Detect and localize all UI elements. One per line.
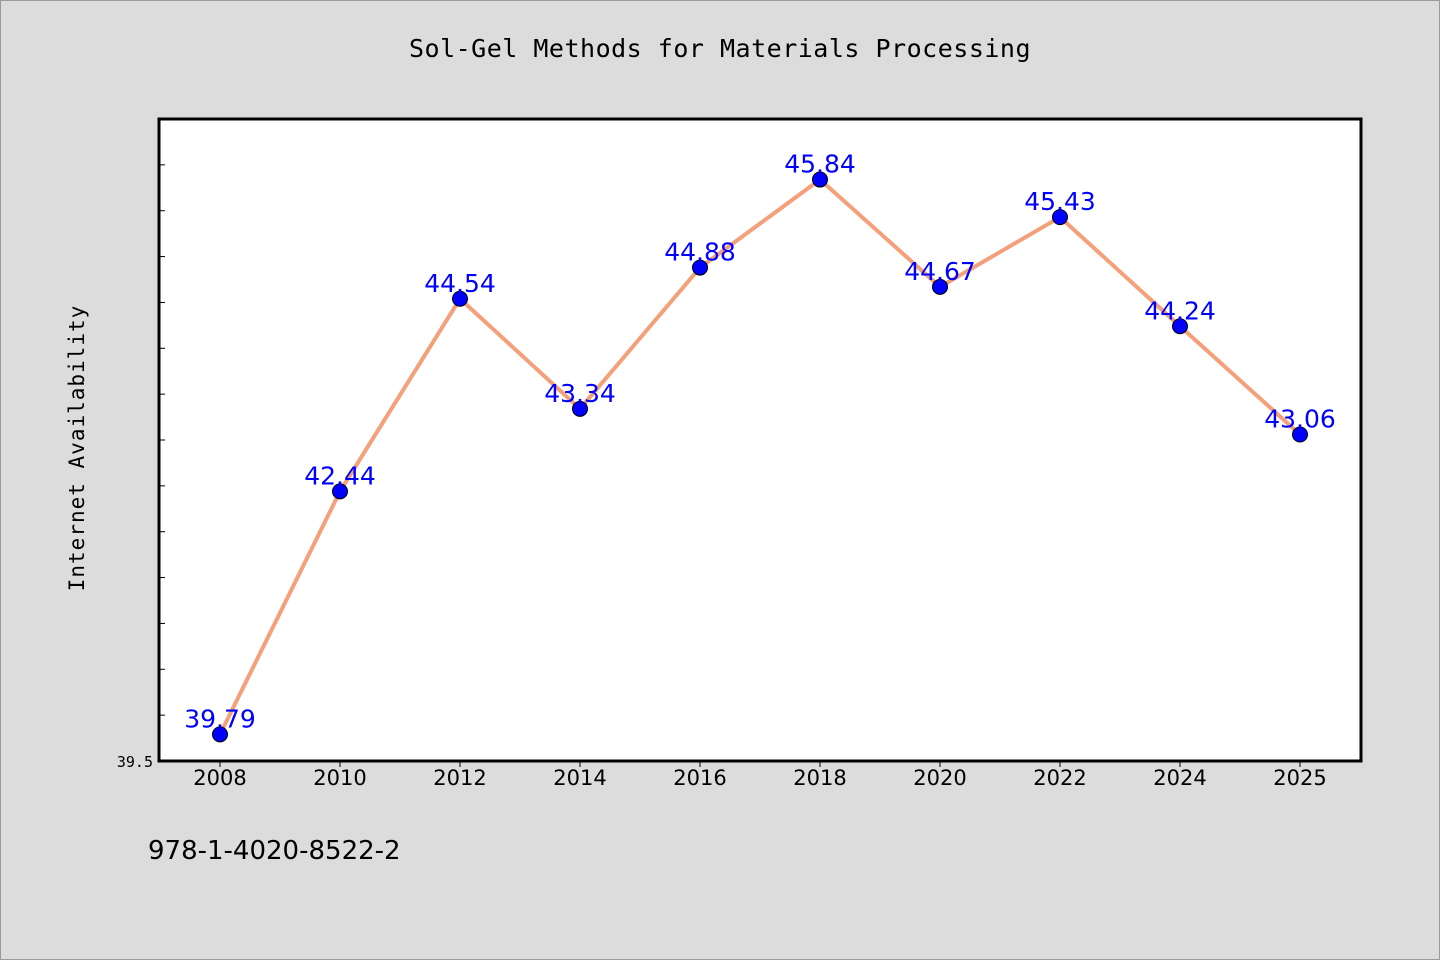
data-label: 44.24 bbox=[1144, 296, 1216, 325]
plot-area bbox=[157, 117, 1363, 763]
x-axis-ticks: 2008 2010 2012 2014 2016 2018 2020 2022 2024 2025 bbox=[193, 761, 1327, 790]
data-point bbox=[212, 726, 228, 743]
y-tick-label: 39.5 bbox=[117, 753, 153, 771]
y-axis-ticks: 39.5 bbox=[117, 118, 165, 771]
x-tick-label: 2018 bbox=[793, 766, 846, 790]
data-label: 39.79 bbox=[184, 704, 256, 733]
data-label: 44.88 bbox=[664, 238, 736, 267]
x-tick-label: 2020 bbox=[913, 766, 966, 790]
data-point bbox=[332, 483, 348, 500]
chart-title: Sol-Gel Methods for Materials Processing bbox=[408, 34, 1032, 63]
data-label: 43.06 bbox=[1264, 404, 1336, 433]
data-point bbox=[1052, 209, 1068, 226]
data-point bbox=[932, 278, 948, 295]
data-point bbox=[1292, 426, 1308, 443]
data-point bbox=[692, 259, 708, 276]
x-tick-label: 2010 bbox=[313, 766, 366, 790]
series-line bbox=[218, 177, 1302, 737]
data-label: 44.67 bbox=[904, 257, 976, 286]
data-point bbox=[812, 171, 828, 188]
data-point bbox=[1172, 318, 1188, 335]
data-point bbox=[572, 400, 588, 417]
data-label: 45.84 bbox=[784, 150, 856, 179]
data-label: 45.43 bbox=[1024, 187, 1096, 216]
x-tick-label: 2012 bbox=[433, 766, 486, 790]
x-tick-label: 2016 bbox=[673, 766, 726, 790]
data-label: 43.34 bbox=[544, 379, 616, 408]
x-tick-label: 2014 bbox=[553, 766, 606, 790]
x-tick-label: 2024 bbox=[1153, 766, 1206, 790]
series-layer: 39.79 42.44 44.54 43.34 44.88 45.84 44.67 45.43… bbox=[184, 150, 1336, 743]
x-tick-label: 2022 bbox=[1033, 766, 1086, 790]
footer-code: 978-1-4020-8522-2 bbox=[148, 836, 401, 866]
data-point bbox=[452, 290, 468, 307]
data-label: 42.44 bbox=[304, 461, 376, 490]
x-tick-label: 2008 bbox=[193, 766, 246, 790]
x-tick-label: 2025 bbox=[1273, 766, 1326, 790]
data-label: 44.54 bbox=[424, 269, 496, 298]
